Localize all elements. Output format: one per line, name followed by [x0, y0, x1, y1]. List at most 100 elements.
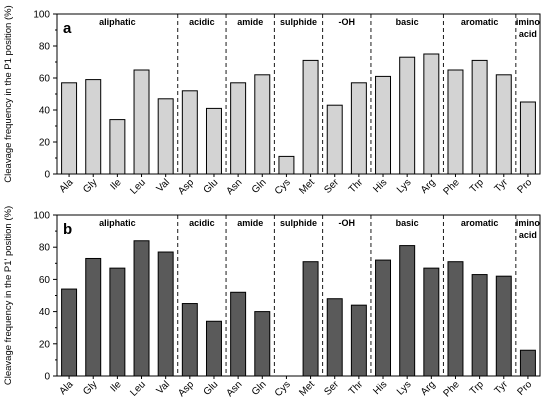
- bar-cys: [278, 155, 295, 175]
- group-label-2: amide: [237, 17, 263, 27]
- bar-asn: [230, 291, 247, 377]
- x-tick-label-pro: Pro: [516, 177, 535, 196]
- bar-asp: [181, 303, 198, 377]
- group-label-line: imino: [516, 218, 541, 228]
- x-tick-label-arg: Arg: [419, 177, 438, 196]
- group-label-2: amide: [237, 218, 263, 228]
- x-tick-label-asp: Asp: [176, 379, 196, 399]
- plot-frame: [56, 13, 541, 175]
- y-tick-label: 0: [44, 170, 50, 181]
- bar-his: [375, 259, 392, 377]
- bar-met: [302, 261, 319, 377]
- y-tick-label: 100: [33, 10, 50, 21]
- x-tick-label-met: Met: [297, 379, 317, 399]
- x-tick-label-val: Val: [155, 379, 172, 396]
- x-tick-label-val: Val: [155, 177, 172, 194]
- x-tick-label-ser: Ser: [322, 177, 341, 196]
- panel-letter: a: [63, 20, 72, 37]
- group-label-5: basic: [396, 17, 419, 27]
- group-label-line: acid: [519, 29, 537, 39]
- group-label-line: acid: [519, 230, 537, 240]
- x-tick-label-trp: Trp: [468, 379, 486, 397]
- group-label-3: sulphide: [280, 218, 317, 228]
- x-tick-label-tyr: Tyr: [493, 177, 511, 195]
- x-tick-label-pro: Pro: [516, 379, 535, 398]
- x-tick-label-trp: Trp: [468, 177, 486, 195]
- group-label-4: -OH: [339, 17, 356, 27]
- group-label-1: acidic: [189, 17, 215, 27]
- x-tick-label-ala: Ala: [57, 177, 75, 195]
- bar-ile: [109, 119, 126, 175]
- bar-pro: [519, 101, 536, 175]
- bar-gly: [85, 79, 102, 175]
- bar-gln: [254, 74, 271, 175]
- bar-ser: [326, 298, 343, 377]
- group-label-7: imino acid: [516, 17, 541, 39]
- bar-lys: [399, 245, 416, 377]
- bar-arg: [423, 53, 440, 175]
- x-tick-label-met: Met: [297, 177, 317, 197]
- group-label-0: aliphatic: [99, 218, 136, 228]
- y-tick-label: 60: [39, 275, 51, 286]
- x-tick-label-asn: Asn: [225, 177, 245, 197]
- x-tick-label-lys: Lys: [395, 177, 414, 196]
- bar-glu: [205, 107, 222, 175]
- x-tick-label-gly: Gly: [81, 379, 99, 397]
- x-tick-label-thr: Thr: [347, 379, 366, 398]
- y-tick-label: 60: [39, 74, 51, 85]
- x-tick-label-leu: Leu: [128, 177, 148, 197]
- bar-thr: [350, 304, 367, 377]
- bar-ala: [61, 82, 78, 175]
- bar-asn: [230, 82, 247, 175]
- y-tick-label: 20: [39, 138, 51, 149]
- bar-tyr: [495, 275, 512, 377]
- panel-b: aliphatic acidic amide sulphide -OH basic arom…: [3, 206, 541, 400]
- group-label-6: aromatic: [461, 17, 499, 27]
- bar-glu: [205, 320, 222, 377]
- panel-a: aliphatic acidic amide sulphide -OH basic arom…: [3, 5, 541, 198]
- group-label-line: imino: [516, 17, 541, 27]
- x-tick-label-his: His: [371, 177, 389, 195]
- bar-trp: [471, 59, 488, 175]
- y-tick-label: 80: [39, 243, 51, 254]
- x-tick-label-asn: Asn: [225, 379, 245, 399]
- bar-met: [302, 59, 319, 175]
- bar-arg: [423, 267, 440, 377]
- x-tick-label-leu: Leu: [128, 379, 148, 399]
- y-tick-label: 0: [44, 372, 50, 383]
- y-tick-label: 80: [39, 42, 51, 53]
- bar-trp: [471, 274, 488, 377]
- x-tick-label-arg: Arg: [419, 379, 438, 398]
- bar-his: [375, 75, 392, 175]
- group-label-0: aliphatic: [99, 17, 136, 27]
- x-tick-label-phe: Phe: [441, 379, 462, 400]
- group-label-6: aromatic: [461, 218, 499, 228]
- x-tick-label-ile: Ile: [108, 177, 124, 193]
- x-tick-label-thr: Thr: [347, 177, 366, 196]
- bar-phe: [447, 261, 464, 377]
- plot-frame: [56, 214, 541, 377]
- bar-ala: [61, 288, 78, 377]
- x-tick-label-cys: Cys: [273, 379, 293, 399]
- x-tick-label-gly: Gly: [81, 177, 99, 195]
- x-tick-label-gln: Gln: [250, 379, 269, 398]
- y-tick-label: 20: [39, 339, 51, 350]
- bar-gln: [254, 311, 271, 377]
- bar-lys: [399, 56, 416, 175]
- group-label-4: -OH: [339, 218, 356, 228]
- y-tick-label: 40: [39, 307, 51, 318]
- bar-thr: [350, 82, 367, 175]
- y-axis-label: Cleavage frequency in the P1 position (%…: [3, 5, 14, 182]
- x-tick-label-ser: Ser: [322, 379, 341, 398]
- x-tick-label-phe: Phe: [441, 177, 462, 198]
- x-tick-label-lys: Lys: [395, 379, 414, 398]
- x-tick-label-glu: Glu: [202, 177, 221, 196]
- bar-phe: [447, 69, 464, 175]
- bar-asp: [181, 90, 198, 175]
- y-tick-label: 100: [33, 211, 50, 222]
- bar-leu: [133, 69, 150, 175]
- y-axis-label: Cleavage frequency in the P1' position (…: [3, 206, 14, 385]
- bar-ile: [109, 267, 126, 377]
